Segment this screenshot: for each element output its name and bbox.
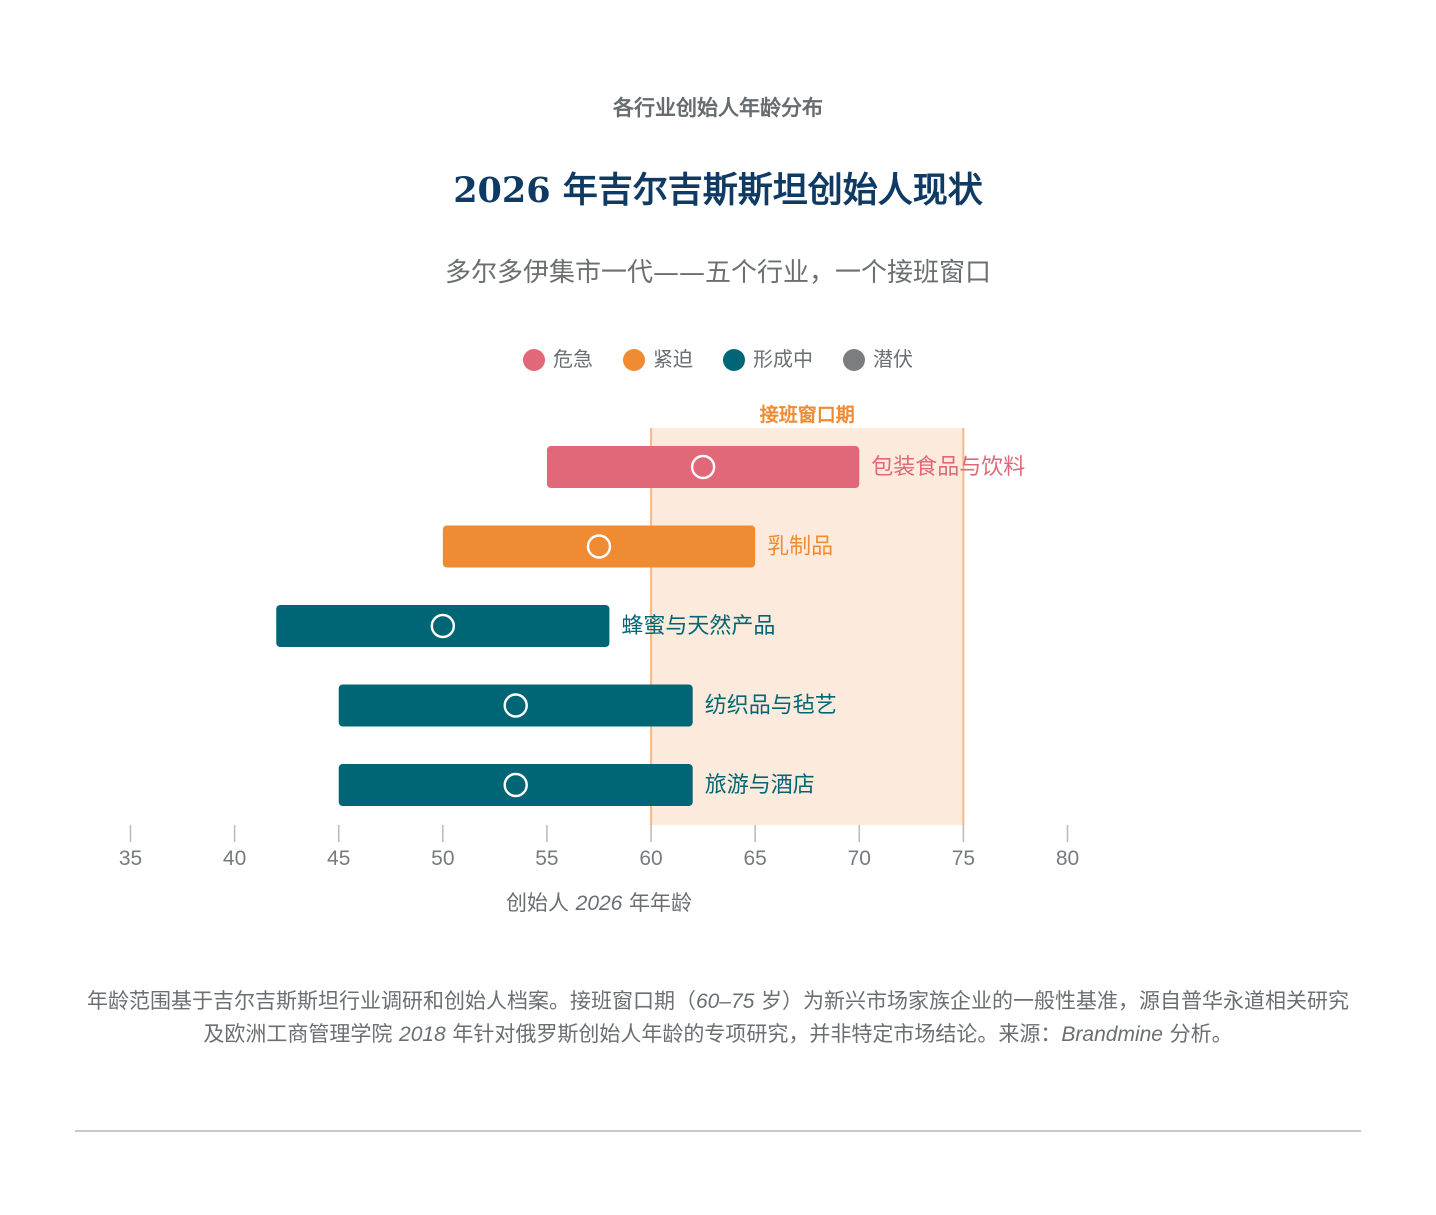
succession-window-band: [651, 428, 964, 825]
median-marker: [690, 454, 716, 480]
range-bar: [338, 764, 693, 806]
median-marker: [503, 693, 528, 718]
chart-kicker: 各行业创始人年龄分布: [613, 96, 823, 120]
axis-tick-label: 40: [223, 847, 246, 870]
legend-item-latent[interactable]: 潜伏: [843, 343, 913, 372]
chart-subtitle: 多尔多伊集市一代——五个行业，一个接班窗口: [444, 258, 991, 288]
industry-label: 纺织品与毡艺: [705, 694, 837, 719]
range-bar: [276, 605, 610, 647]
median-marker: [586, 534, 612, 559]
industry-label: 旅游与酒店: [705, 773, 815, 798]
axis-tick-label: 60: [639, 847, 662, 870]
industry-label: 包装食品与饮料: [871, 455, 1025, 480]
axis-tick-label: 35: [119, 847, 142, 870]
axis-tick-label: 50: [431, 847, 454, 870]
legend-swatch-forming: [723, 348, 745, 371]
succession-window-label: 接班窗口期: [760, 403, 855, 426]
legend-item-forming[interactable]: 形成中: [723, 343, 813, 372]
industry-label: 蜂蜜与天然产品: [621, 614, 775, 639]
range-bar: [338, 684, 693, 727]
range-bar: [546, 446, 860, 488]
legend-label: 潜伏: [873, 347, 913, 371]
chart-title: 2026 年吉尔吉斯斯坦创始人现状: [453, 170, 983, 211]
axis-tick-label: 70: [848, 847, 871, 870]
axis-tick-label: 45: [327, 847, 350, 870]
axis-tick-label: 80: [1056, 847, 1079, 870]
legend-swatch-urgent: [623, 348, 645, 371]
x-axis-title: 创始人 2026 年年龄: [506, 891, 692, 915]
legend-swatch-latent: [843, 348, 865, 371]
legend-label: 紧迫: [653, 347, 693, 371]
legend-item-critical[interactable]: 危急: [523, 343, 593, 372]
axis-tick-label: 65: [743, 847, 766, 870]
industry-label: 乳制品: [767, 535, 833, 560]
median-marker: [503, 772, 528, 798]
legend-label: 危急: [553, 347, 593, 371]
median-marker: [430, 613, 456, 639]
axis-tick-label: 75: [952, 847, 975, 870]
footnote: 年龄范围基于吉尔吉斯斯坦行业调研和创始人档案。接班窗口期（60–75 岁）为新兴…: [86, 989, 1350, 1046]
range-bar: [442, 525, 756, 568]
legend-swatch-critical: [523, 348, 545, 371]
legend-label: 形成中: [753, 347, 813, 371]
legend: 危急 紧迫 形成中 潜伏: [0, 343, 1436, 372]
divider: [75, 1130, 1361, 1132]
axis-tick-label: 55: [535, 847, 558, 870]
legend-item-urgent[interactable]: 紧迫: [623, 343, 693, 372]
